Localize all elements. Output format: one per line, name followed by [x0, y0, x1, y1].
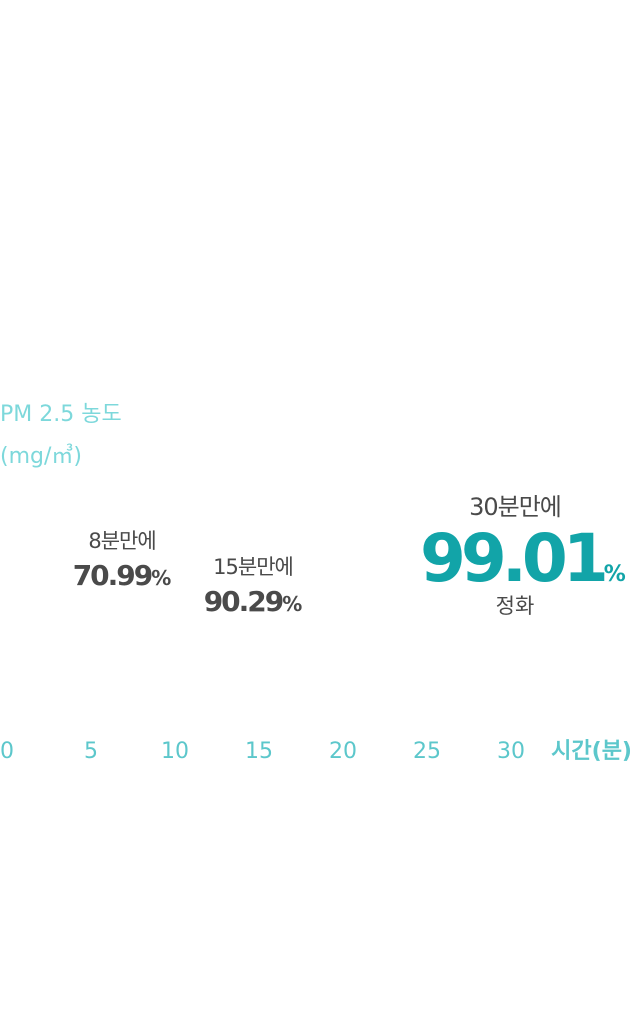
x-tick-label: 5 [84, 739, 98, 764]
annotation-15min: 15분만에 90.29% [198, 555, 308, 616]
annotation-value: 99.01% [420, 525, 626, 592]
annotation-number: 99.01 [420, 519, 609, 597]
y-axis-label: PM 2.5 농도 [0, 402, 122, 427]
annotation-number: 90.29 [203, 585, 285, 619]
annotation-value: 90.29% [198, 588, 308, 616]
x-tick-label: 20 [329, 739, 357, 764]
x-tick-label: 0 [0, 739, 14, 764]
annotation-unit: % [282, 592, 303, 617]
annotation-unit: % [603, 561, 626, 587]
annotation-value: 70.99% [72, 562, 172, 590]
annotation-number: 70.99 [72, 559, 154, 593]
annotation-8min: 8분만에 70.99% [72, 529, 172, 590]
x-tick-label: 25 [413, 739, 441, 764]
annotation-subtext: 정화 [495, 593, 535, 618]
y-axis-unit: (mg/㎥) [0, 444, 82, 469]
annotation-caption: 30분만에 [469, 493, 562, 521]
annotation-caption: 15분만에 [213, 555, 294, 579]
x-axis-label: 시간(분) [551, 739, 632, 764]
x-tick-label: 15 [245, 739, 273, 764]
x-tick-label: 30 [497, 739, 525, 764]
annotation-30min: 30분만에 99.01% 정화 [420, 493, 626, 620]
annotation-caption: 8분만에 [88, 529, 156, 553]
x-tick-label: 10 [161, 739, 189, 764]
annotation-unit: % [151, 566, 172, 591]
